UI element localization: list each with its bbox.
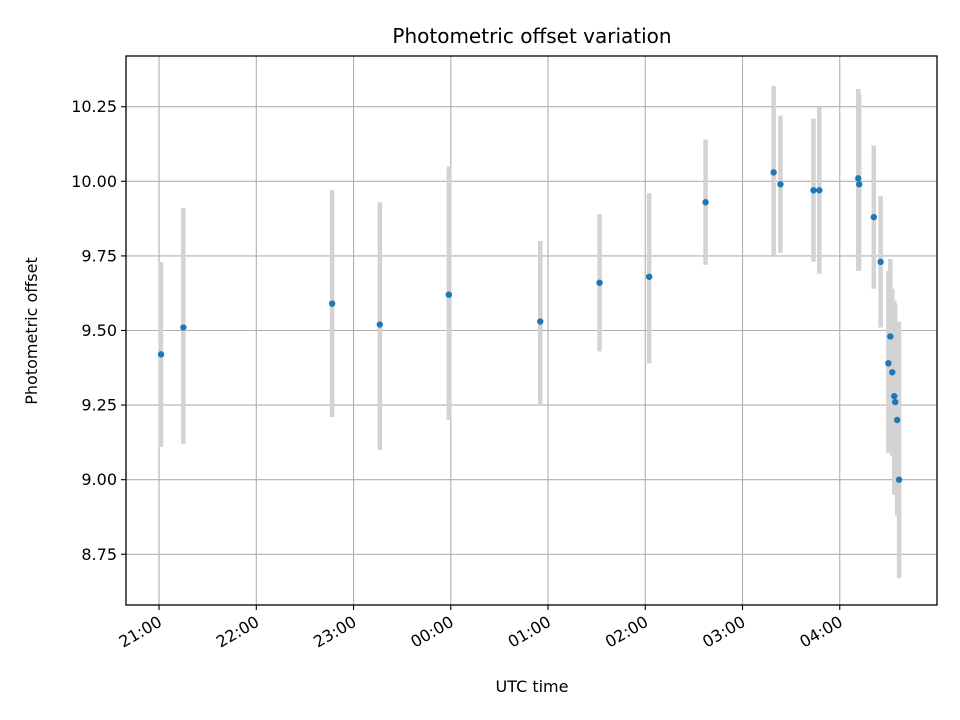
data-point [328,300,336,307]
data-point [770,169,777,176]
data-point [885,360,892,367]
data-point [889,369,896,376]
data-point [537,318,544,325]
data-point [157,351,165,358]
y-tick-label: 9.00 [81,470,117,489]
data-point [596,279,603,286]
y-tick-label: 10.25 [71,97,117,116]
x-axis-label: UTC time [496,677,569,696]
y-tick-label: 9.25 [81,396,117,415]
data-point [810,187,817,194]
data-point [887,333,894,340]
data-point [816,187,823,194]
data-point [445,291,453,298]
data-point [777,181,784,188]
data-point [870,213,877,221]
data-point [895,476,903,483]
data-point [855,175,862,182]
data-point [180,324,187,331]
chart-title: Photometric offset variation [392,24,671,48]
y-tick-label: 10.00 [71,172,117,191]
data-point [856,181,863,188]
data-points [157,169,903,483]
y-tick-label: 9.50 [81,321,117,340]
data-point [376,321,384,328]
data-point [891,392,898,400]
y-axis-label: Photometric offset [22,257,41,405]
data-point [893,416,901,424]
data-point [645,273,653,280]
data-point [702,199,709,206]
y-tick-label: 9.75 [81,246,117,265]
data-point [877,258,884,266]
y-tick-label: 8.75 [81,545,117,564]
data-point [891,398,899,406]
grid [126,56,937,605]
